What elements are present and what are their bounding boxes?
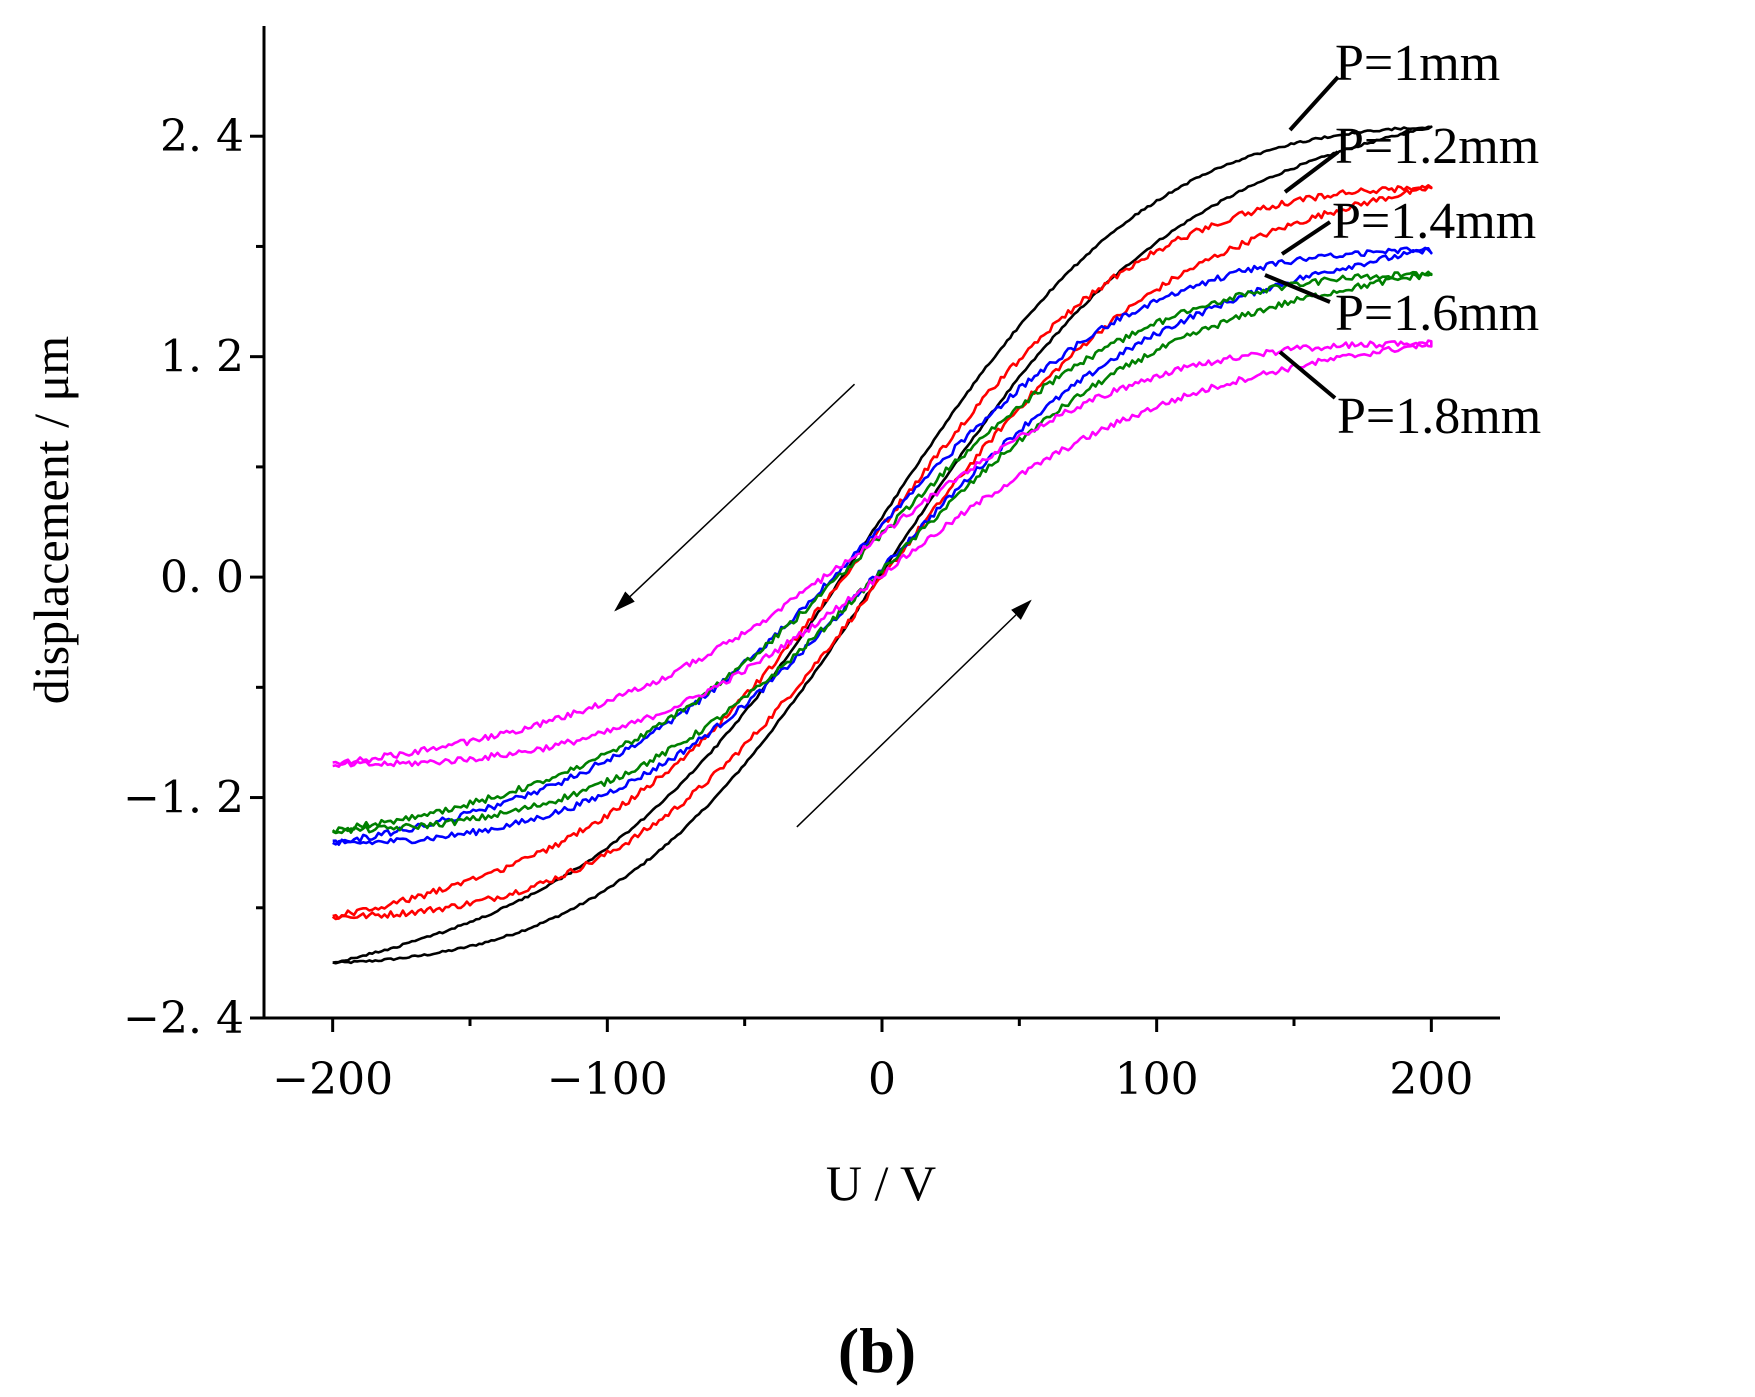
legend-leader-line (1278, 350, 1337, 400)
y-tick-label: −2. 4 (123, 993, 244, 1044)
direction-arrow-up (796, 599, 1032, 828)
legend-label: P=1.4mm (1332, 193, 1536, 250)
y-tick-label: 1. 2 (160, 332, 244, 383)
legend-label: P=1.2mm (1335, 118, 1539, 175)
series-line-p-1-8mm (332, 339, 1433, 768)
legend-leader-line (1264, 273, 1331, 304)
x-tick-label: −200 (272, 1054, 393, 1105)
annotation-layer (614, 383, 1032, 828)
series-line-p-1-6mm (331, 270, 1433, 835)
legend-label: P=1mm (1335, 35, 1500, 92)
series-line-p-1-2mm (331, 184, 1433, 921)
direction-arrow-down (614, 383, 856, 612)
x-tick-label: 0 (868, 1054, 896, 1105)
y-tick-label: 2. 4 (160, 111, 244, 162)
legend-layer: P=1mm P=1.2mm P=1.4mm P=1.6mm P=1.8mm (1264, 35, 1541, 445)
y-axis-label: displacement / μm (23, 336, 79, 704)
x-axis-label: U / V (826, 1155, 936, 1211)
legend-leader-line (1283, 150, 1340, 194)
axes-layer: −200 −100 0 100 200 −2. 4 −1. 2 0. 0 1. 2 2. 4 (123, 26, 1500, 1105)
legend-label: P=1.8mm (1337, 388, 1541, 445)
x-tick-label: −100 (547, 1054, 668, 1105)
series-line-p-1mm (332, 125, 1433, 965)
y-tick-label: 0. 0 (160, 552, 244, 603)
x-tick-label: 200 (1389, 1054, 1473, 1105)
series-layer (331, 125, 1433, 965)
legend-leader-line (1280, 220, 1332, 256)
legend-leader-line (1288, 75, 1340, 132)
x-tick-label: 100 (1115, 1054, 1199, 1105)
series-line-p-1-4mm (332, 246, 1433, 846)
y-tick-label: −1. 2 (123, 773, 244, 824)
legend-label: P=1.6mm (1335, 285, 1539, 342)
panel-label: (b) (838, 1315, 916, 1386)
